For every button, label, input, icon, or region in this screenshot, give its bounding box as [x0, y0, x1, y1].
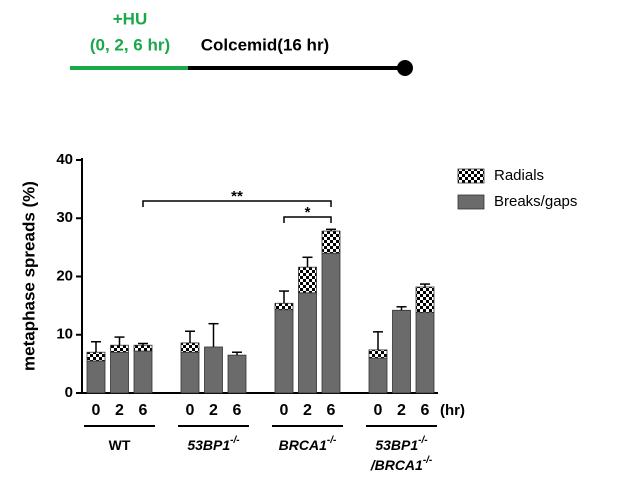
- bar-segment: [133, 350, 153, 394]
- y-tick-label: 30: [56, 209, 73, 226]
- bar-segment: [415, 286, 435, 314]
- x-tick-label: 2: [209, 402, 218, 419]
- bar-segment: [86, 360, 106, 394]
- group-label-text: 53BP1: [187, 437, 230, 453]
- bar-segment: [298, 292, 317, 394]
- bar-segment: [133, 344, 153, 352]
- bar-segment: [86, 351, 106, 362]
- x-tick-label: 2: [303, 402, 312, 419]
- bar-segment: [321, 252, 341, 394]
- legend-swatch: [457, 168, 485, 184]
- bar-segment: [180, 342, 200, 353]
- x-tick-label: 6: [233, 402, 242, 419]
- hu-label: +HU: [113, 9, 147, 28]
- bar-segment: [180, 351, 200, 394]
- x-tick-label: 0: [374, 402, 383, 419]
- y-tick-label: 20: [56, 267, 73, 284]
- group-label: WT: [109, 437, 131, 453]
- error-bar: [114, 336, 125, 346]
- bar-segment: [392, 309, 411, 394]
- x-tick-label: 6: [421, 402, 430, 419]
- group-label-text: WT: [109, 437, 131, 453]
- group-label-text: 53BP1: [375, 437, 418, 453]
- bar-segment: [110, 344, 129, 353]
- bar-segment: [274, 309, 294, 394]
- legend-swatch: [457, 194, 485, 210]
- group-label: BRCA1-/-: [279, 435, 337, 453]
- bar-segment: [204, 346, 223, 394]
- group-label-text: /BRCA1: [370, 457, 423, 473]
- bar-segment: [368, 357, 388, 394]
- error-bar: [138, 342, 148, 346]
- significance-label: **: [231, 188, 243, 205]
- bar-segment: [274, 302, 294, 311]
- error-bar: [185, 330, 195, 343]
- bar-segment: [227, 354, 247, 394]
- error-bar: [420, 283, 430, 287]
- x-tick-label: 6: [139, 402, 148, 419]
- x-tick-label: 0: [186, 402, 195, 419]
- group-label-text: BRCA1: [279, 437, 327, 453]
- group-label: 53BP1-/-: [187, 435, 240, 453]
- x-tick-label: 6: [327, 402, 336, 419]
- group-label-sup: -/-: [230, 435, 240, 446]
- group-label-sup: -/-: [423, 455, 433, 466]
- x-tick-label: 2: [115, 402, 124, 419]
- error-bar: [302, 256, 313, 268]
- group-label-sup: -/-: [327, 435, 337, 446]
- bar-segment: [368, 349, 388, 359]
- bar-segment: [298, 266, 317, 294]
- error-bar: [326, 228, 336, 232]
- error-bar: [232, 351, 242, 356]
- error-bar: [373, 331, 383, 350]
- hu-times: (0, 2, 6 hr): [90, 35, 170, 54]
- legend-label: Radials: [494, 167, 544, 184]
- error-bar: [396, 306, 407, 311]
- y-axis-label: metaphase spreads (%): [19, 181, 38, 371]
- y-tick-label: 10: [56, 326, 73, 343]
- x-unit-label: (hr): [440, 402, 465, 419]
- significance-label: *: [305, 204, 311, 221]
- error-bar: [91, 340, 101, 353]
- x-tick-label: 0: [280, 402, 289, 419]
- error-bar: [279, 290, 289, 304]
- y-tick-label: 0: [65, 384, 73, 401]
- y-tick-label: 40: [56, 151, 73, 168]
- significance-bracket: [283, 216, 332, 223]
- x-tick-label: 2: [397, 402, 406, 419]
- error-bar: [208, 322, 219, 347]
- significance-bracket: [142, 200, 332, 207]
- group-label: 53BP1-/-: [375, 435, 428, 453]
- colcemid-label: Colcemid(16 hr): [201, 35, 329, 54]
- end-dot: [397, 60, 413, 76]
- x-tick-label: 0: [92, 402, 101, 419]
- group-label-sup: -/-: [418, 435, 428, 446]
- group-label: /BRCA1-/-: [370, 455, 433, 473]
- bar-segment: [321, 230, 341, 254]
- bar-segment: [110, 351, 129, 394]
- bar-segment: [415, 312, 435, 394]
- legend-label: Breaks/gaps: [494, 193, 577, 210]
